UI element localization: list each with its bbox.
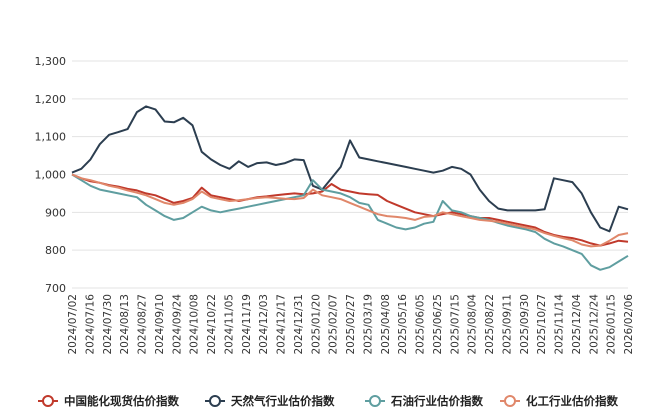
x-tick-label: 2026/02/06: [623, 294, 635, 355]
x-axis-ticks: 2024/07/02 2024/07/16 2024/07/30 2024/08/13…: [67, 294, 635, 355]
legend-swatch-marker: [369, 395, 381, 407]
x-tick-label: 2025/06/25: [432, 294, 444, 355]
x-tick-label: 2024/09/10: [154, 294, 166, 355]
series-line: [71, 173, 629, 247]
x-tick-label: 2024/11/05: [223, 294, 235, 355]
x-tick-label: 2025/12/04: [571, 294, 583, 355]
series-lines: [71, 105, 629, 271]
series-line: [71, 173, 629, 248]
y-tick-label: 900: [45, 206, 66, 219]
x-tick-label: 2025/02/07: [328, 294, 340, 355]
series-line: [71, 173, 629, 271]
x-tick-label: 2025/01/20: [310, 294, 322, 355]
x-tick-label: 2025/09/30: [519, 294, 531, 355]
legend-label: 天然气行业估价指数: [231, 394, 335, 408]
legend-label: 中国能化现货估价指数: [64, 394, 179, 408]
x-tick-label: 2024/12/31: [293, 294, 305, 355]
x-tick-label: 2024/09/24: [171, 294, 183, 355]
x-tick-label: 2025/03/19: [362, 294, 374, 355]
x-tick-label: 2025/12/24: [588, 294, 600, 355]
x-tick-label: 2025/02/27: [345, 294, 357, 355]
x-tick-label: 2025/11/14: [554, 294, 566, 355]
legend-label: 石油行业估价指数: [390, 394, 483, 408]
x-tick-label: 2024/08/27: [137, 294, 149, 355]
y-axis-ticks: 1,300 1,200 1,100 1,000 900 800 700: [35, 55, 67, 295]
x-tick-label: 2025/08/04: [467, 294, 479, 355]
x-tick-label: 2024/10/22: [206, 294, 218, 355]
x-tick-label: 2025/05/16: [397, 294, 409, 355]
x-tick-label: 2024/07/02: [67, 294, 79, 355]
y-tick-label: 1,300: [35, 55, 67, 68]
x-tick-label: 2024/10/08: [189, 294, 201, 355]
legend: 中国能化现货估价指数 天然气行业估价指数 石油行业估价指数 化工行业估价指数: [38, 394, 618, 408]
legend-label: 化工行业估价指数: [526, 394, 618, 408]
legend-swatch-marker: [209, 395, 221, 407]
y-tick-label: 1,100: [35, 131, 67, 144]
x-tick-label: 2024/12/17: [276, 294, 288, 355]
x-tick-label: 2025/08/22: [484, 294, 496, 355]
y-tick-label: 1,000: [35, 169, 67, 182]
legend-swatch-marker: [504, 395, 516, 407]
legend-swatch-marker: [42, 395, 54, 407]
x-tick-label: 2024/07/16: [84, 294, 96, 355]
grid-lines: [72, 60, 628, 289]
x-tick-label: 2024/07/30: [102, 294, 114, 355]
y-tick-label: 1,200: [35, 93, 67, 106]
x-tick-label: 2026/01/15: [606, 294, 618, 355]
x-tick-label: 2025/07/15: [449, 294, 461, 355]
x-tick-label: 2025/06/05: [415, 294, 427, 355]
x-tick-label: 2024/11/19: [241, 294, 253, 355]
x-tick-label: 2025/10/27: [536, 294, 548, 355]
x-tick-label: 2024/12/03: [258, 294, 270, 355]
series-line: [71, 105, 629, 233]
y-tick-label: 700: [45, 282, 66, 295]
x-tick-label: 2025/09/11: [501, 294, 513, 355]
x-tick-label: 2025/04/08: [380, 294, 392, 355]
y-tick-label: 800: [45, 244, 66, 257]
x-tick-label: 2024/08/13: [119, 294, 131, 355]
